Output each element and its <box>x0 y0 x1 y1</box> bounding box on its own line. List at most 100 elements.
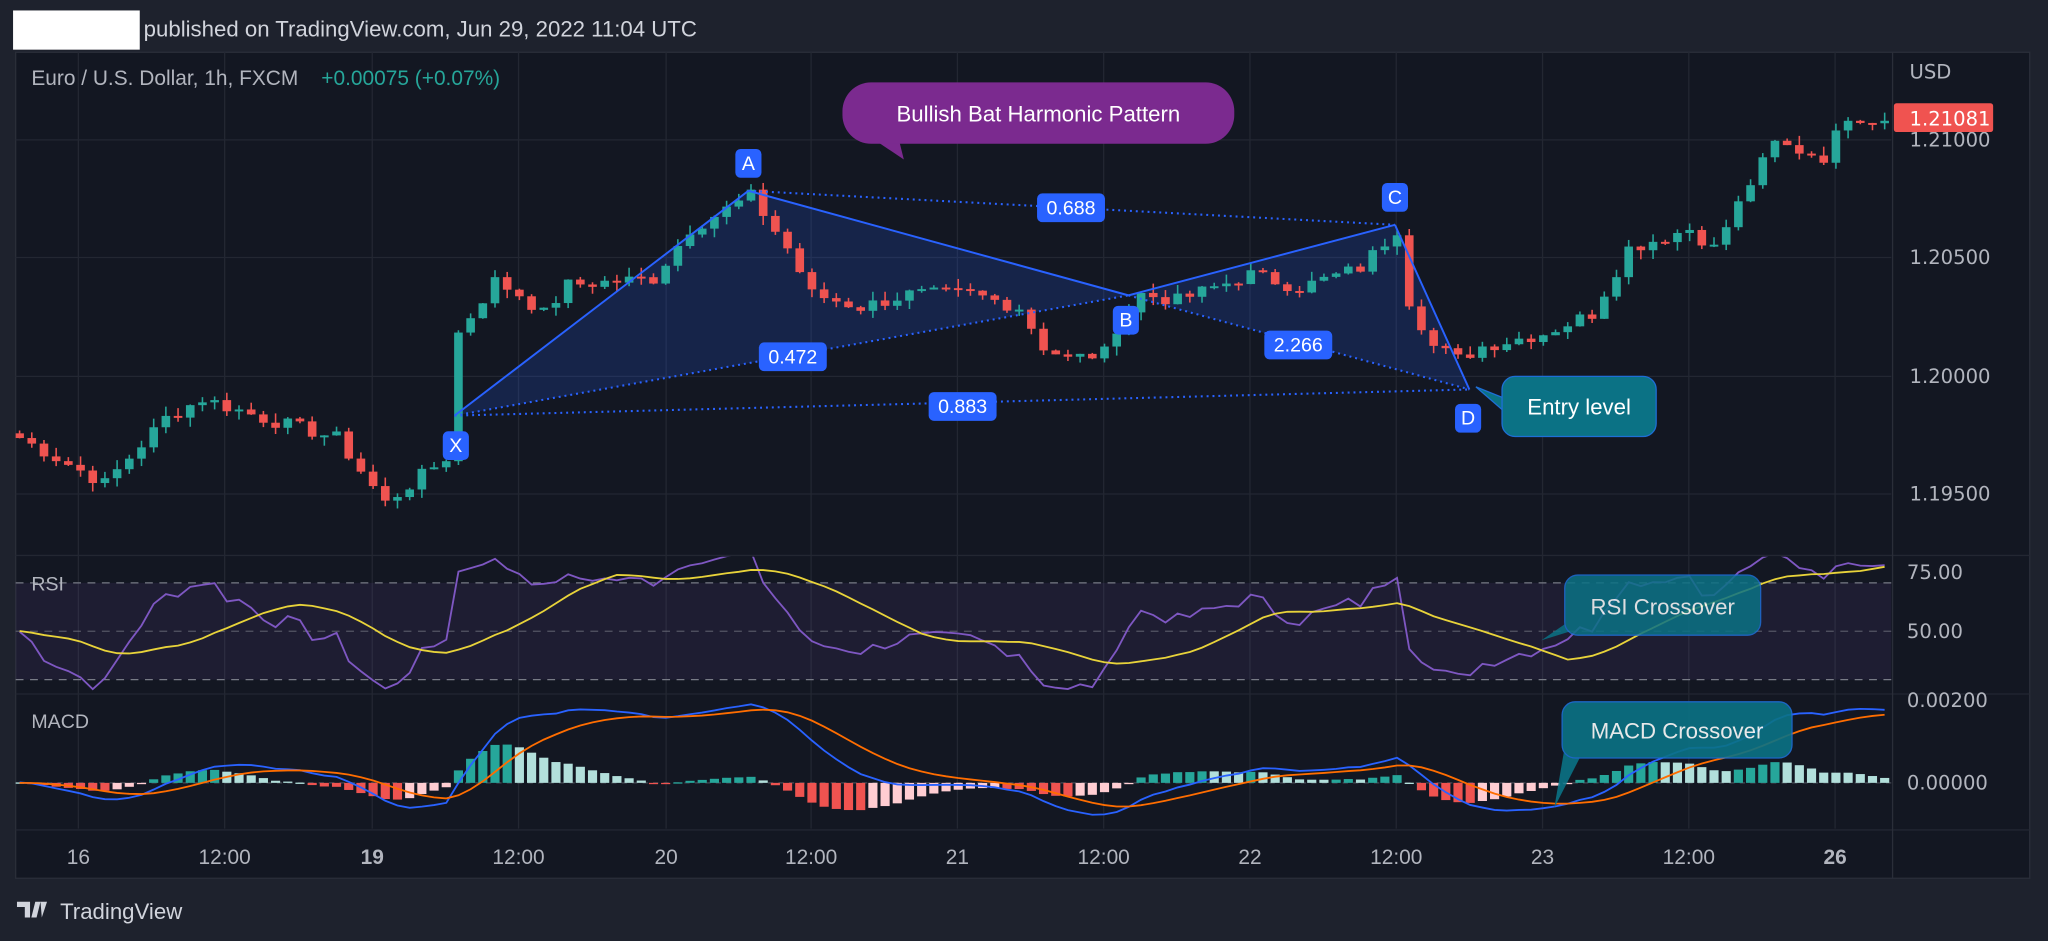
candle-body <box>917 289 926 292</box>
candle-body <box>734 200 744 207</box>
candle-body <box>1782 140 1792 146</box>
candle-body <box>1721 227 1731 245</box>
macd-histogram-bar <box>746 776 756 783</box>
leg-cd <box>1394 224 1471 390</box>
leg-xa <box>453 190 750 417</box>
tradingview-logo-icon <box>16 901 48 918</box>
macd-histogram-bar <box>1806 768 1817 783</box>
candle-body <box>64 461 73 465</box>
candle-body <box>198 402 207 406</box>
macd-histogram-bar <box>283 781 293 783</box>
point-label-x[interactable]: X <box>442 431 469 461</box>
macd-histogram-bar <box>1770 762 1780 783</box>
candle-body <box>1368 250 1377 272</box>
candle-body <box>990 295 1000 300</box>
candle-body <box>429 467 439 470</box>
rsi-crossover-callout[interactable]: RSI Crossover <box>1541 574 1762 641</box>
candle-body <box>905 290 914 301</box>
candle-body <box>15 433 24 439</box>
candle-body <box>722 206 731 217</box>
candle-body <box>1795 145 1804 154</box>
macd-histogram-bar <box>1038 782 1049 795</box>
entry-level-callout[interactable]: Entry level <box>1475 375 1657 438</box>
ratio-label-ac[interactable]: 0.688 <box>1037 193 1105 223</box>
candle-body <box>100 478 110 484</box>
macd-histogram-bar <box>1465 782 1475 803</box>
candle-body <box>1575 314 1585 327</box>
candle-body <box>1843 120 1853 131</box>
candle-body <box>1551 332 1560 336</box>
macd-histogram-bar <box>551 762 561 783</box>
macd-histogram-bar <box>392 782 403 800</box>
pattern-triangle-xab <box>454 190 1129 416</box>
candle-body <box>551 303 561 308</box>
candle-body <box>1209 286 1219 289</box>
macd-histogram-bar <box>527 752 537 783</box>
candle-body <box>1051 350 1061 355</box>
candle-body <box>454 332 463 462</box>
svg-text:MACD Crossover: MACD Crossover <box>1591 718 1764 743</box>
point-label-d[interactable]: D <box>1455 403 1482 433</box>
candle-body <box>441 461 451 468</box>
macd-histogram-bar <box>1197 771 1207 783</box>
macd-histogram-bar <box>1416 782 1427 791</box>
ratio-label-xd[interactable]: 0.883 <box>928 392 997 421</box>
ratio-label-xd-bg <box>928 392 997 421</box>
macd-histogram-bar <box>539 757 549 783</box>
macd-histogram-bar <box>1794 765 1804 783</box>
macd-histogram-bar <box>880 782 890 807</box>
leg-bc <box>1128 223 1396 297</box>
macd-crossover-callout[interactable]: MACD Crossover <box>1554 701 1793 808</box>
candle-body <box>112 469 122 479</box>
pattern-title-callout[interactable]: Bullish Bat Harmonic Pattern <box>842 82 1235 160</box>
macd-histogram-bar <box>1502 782 1512 797</box>
candle-body <box>405 489 414 498</box>
point-label-b[interactable]: B <box>1112 305 1139 335</box>
macd-histogram-bar <box>1538 782 1548 789</box>
time-tick: 19 <box>361 846 384 869</box>
macd-histogram-bar <box>1746 767 1756 783</box>
candle-body <box>649 277 658 284</box>
candle-body <box>929 287 939 290</box>
point-label-d-text: D <box>1461 408 1475 430</box>
point-label-a-bg <box>735 148 762 178</box>
macd-histogram-bar <box>246 775 256 783</box>
candle-body <box>344 431 354 459</box>
candle-body <box>1307 280 1317 293</box>
candle-body <box>1356 266 1365 272</box>
candle-body <box>1587 314 1597 319</box>
point-label-d-bg <box>1455 403 1482 433</box>
point-label-x-bg <box>442 431 469 461</box>
tradingview-logo[interactable]: TradingView <box>16 899 183 924</box>
macd-histogram-bar <box>1880 777 1890 783</box>
candle-body <box>539 307 549 310</box>
macd-histogram-bar <box>1112 782 1122 789</box>
candle-body <box>661 265 670 284</box>
point-label-c[interactable]: C <box>1381 182 1408 212</box>
macd-histogram-bar <box>1563 782 1573 785</box>
candle-body <box>1197 286 1207 297</box>
ratio-label-xb[interactable]: 0.472 <box>758 342 827 372</box>
candle-body <box>1222 283 1231 287</box>
macd-histogram-bar <box>1490 782 1500 800</box>
macd-histogram-bar <box>1855 774 1865 783</box>
macd-histogram-bar <box>1721 771 1731 783</box>
macd-histogram-bar <box>843 782 854 811</box>
candle-body <box>271 422 280 428</box>
point-label-a[interactable]: A <box>735 148 762 178</box>
time-tick: 12:00 <box>492 846 544 869</box>
candle-body <box>1088 353 1097 359</box>
candle-body <box>697 228 707 235</box>
candle-body <box>832 298 841 302</box>
macd-histogram-bar <box>502 744 512 783</box>
macd-histogram-bar <box>1611 770 1622 783</box>
macd-histogram-bar <box>1319 779 1329 783</box>
candle-body <box>1746 185 1755 202</box>
macd-histogram-bar <box>441 782 451 788</box>
candle-body <box>588 284 597 287</box>
macd-histogram-bar <box>685 780 695 783</box>
ratio-label-bd[interactable]: 2.266 <box>1264 330 1333 360</box>
candle-body <box>1295 290 1304 293</box>
macd-histogram-bar <box>734 777 744 783</box>
